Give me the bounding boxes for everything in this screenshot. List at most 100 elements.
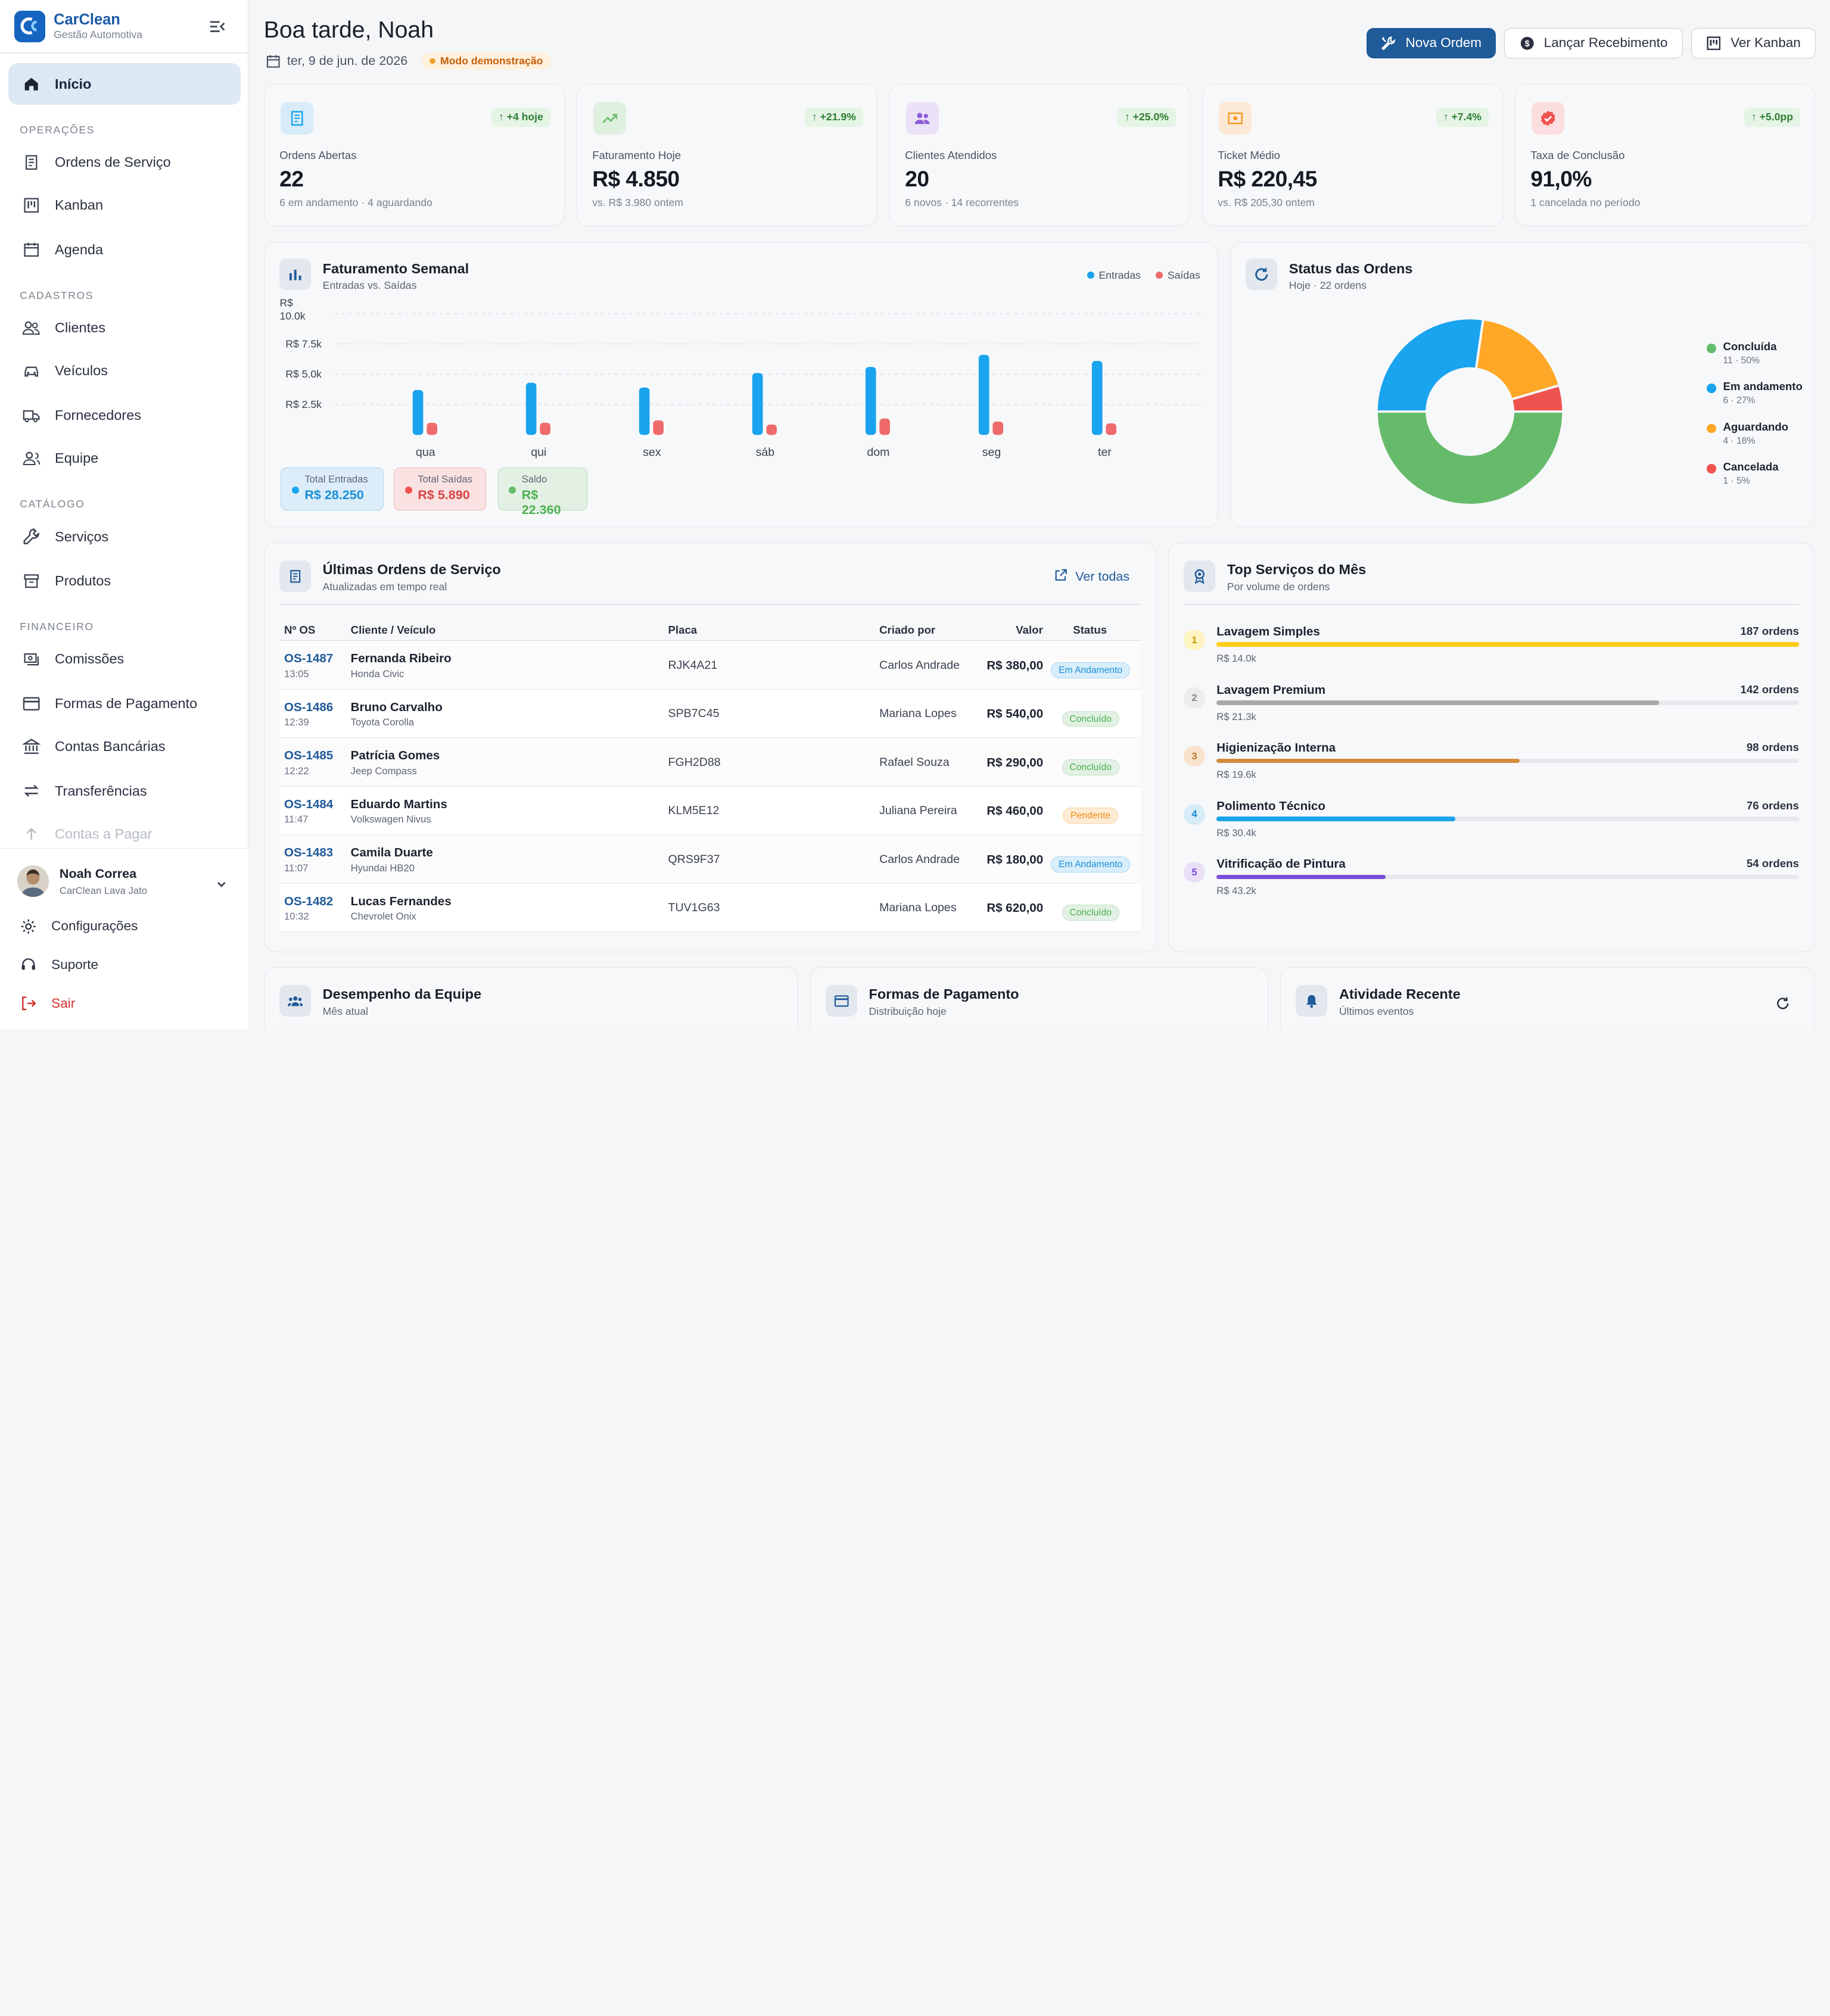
kpi-card-completion-rate[interactable]: ↑ +5.0pp Taxa de Conclusão 91,0% 1 cance… bbox=[1514, 84, 1815, 227]
section-title: Faturamento Semanal bbox=[322, 260, 469, 276]
sidebar-item-formas-pagamento[interactable]: Formas de Pagamento bbox=[8, 683, 241, 725]
service-item[interactable]: 2 Lavagem Premium 142 ordens R$ 21.3k bbox=[1184, 683, 1799, 739]
receipt-icon bbox=[281, 102, 313, 135]
divider bbox=[279, 603, 1141, 605]
kpi-card-revenue-today[interactable]: ↑ +21.9% Faturamento Hoje R$ 4.850 vs. R… bbox=[576, 84, 878, 227]
table-row[interactable]: OS-1485 12:22 Patrícia Gomes Jeep Compas… bbox=[279, 738, 1141, 787]
kpi-badge: ↑ +7.4% bbox=[1436, 108, 1489, 127]
client-name: Eduardo Martins bbox=[350, 797, 447, 811]
support-label: Suporte bbox=[51, 957, 99, 973]
service-item[interactable]: 5 Vitrificação de Pintura 54 ordens R$ 4… bbox=[1184, 857, 1799, 913]
sidebar-item-inicio[interactable]: Início bbox=[8, 63, 241, 105]
sidebar-item-produtos[interactable]: Produtos bbox=[8, 560, 241, 602]
brand[interactable]: CarClean Gestão Automotiva bbox=[14, 10, 142, 42]
bar-chart-icon bbox=[279, 258, 312, 290]
table-row[interactable]: OS-1482 10:32 Lucas Fernandes Chevrolet … bbox=[279, 883, 1141, 933]
service-revenue: R$ 30.4k bbox=[1216, 827, 1256, 839]
status-badge: Concluído bbox=[1062, 759, 1119, 775]
sidebar-item-fornecedores[interactable]: Fornecedores bbox=[8, 394, 241, 437]
avatar[interactable] bbox=[17, 865, 49, 897]
sidebar-item-label: Equipe bbox=[55, 450, 99, 466]
y-tick-label: 10.0k bbox=[279, 310, 305, 322]
kpi-card-clients-served[interactable]: ↑ +25.0% Clientes Atendidos 20 6 novos ·… bbox=[889, 84, 1191, 227]
x-tick-label: dom bbox=[867, 445, 889, 459]
sidebar-item-servicos[interactable]: Serviços bbox=[8, 516, 241, 558]
pie-slice-cancelada[interactable] bbox=[1510, 383, 1565, 413]
y-tick-label: R$ 5.0k bbox=[285, 368, 322, 380]
sidebar-item-comissoes[interactable]: Comissões bbox=[8, 638, 241, 681]
service-item[interactable]: 3 Higienização Interna 98 ordens R$ 19.6… bbox=[1184, 741, 1799, 797]
order-id[interactable]: OS-1484 bbox=[284, 797, 334, 811]
service-progress-fill bbox=[1216, 817, 1456, 821]
status-badge: Pendente bbox=[1063, 808, 1118, 824]
kpi-label: Taxa de Conclusão bbox=[1530, 148, 1625, 161]
sidebar-item-label: Produtos bbox=[55, 573, 111, 589]
sidebar-item-label: Contas Bancárias bbox=[55, 739, 166, 755]
table-body: OS-1487 13:05 Fernanda Ribeiro Honda Civ… bbox=[279, 641, 1141, 933]
sidebar-item-label: Comissões bbox=[55, 651, 125, 667]
svg-text:$: $ bbox=[1524, 39, 1529, 49]
sidebar-item-clientes[interactable]: Clientes bbox=[8, 307, 241, 349]
user-panel: Noah Correa CarClean Lava Jato Configura… bbox=[0, 848, 249, 1029]
sidebar-item-equipe[interactable]: Equipe bbox=[8, 438, 241, 480]
collapse-sidebar-icon[interactable] bbox=[208, 17, 226, 36]
top-services-card: Top Serviços do Mês Por volume de ordens… bbox=[1168, 542, 1815, 952]
logout-icon bbox=[20, 995, 37, 1012]
status-badge: Concluído bbox=[1062, 711, 1119, 727]
chevron-down-icon[interactable] bbox=[214, 874, 229, 889]
sidebar-item-contas-pagar[interactable]: Contas a Pagar bbox=[8, 813, 241, 855]
sidebar-item-transferencias[interactable]: Transferências bbox=[8, 770, 241, 812]
new-order-button[interactable]: Nova Ordem bbox=[1366, 28, 1496, 58]
logout-link[interactable]: Sair bbox=[20, 995, 75, 1012]
refresh-icon[interactable] bbox=[1776, 993, 1790, 1015]
support-link[interactable]: Suporte bbox=[20, 956, 98, 973]
order-id[interactable]: OS-1483 bbox=[284, 846, 334, 860]
x-tick-label: sáb bbox=[755, 445, 774, 459]
settings-link[interactable]: Configurações bbox=[20, 918, 138, 935]
table-row[interactable]: OS-1484 11:47 Eduardo Martins Volkswagen… bbox=[279, 786, 1141, 836]
kpi-card-avg-ticket[interactable]: ↑ +7.4% Ticket Médio R$ 220,45 vs. R$ 20… bbox=[1202, 84, 1504, 227]
service-progress-track bbox=[1216, 700, 1799, 705]
user-name: Noah Correa bbox=[59, 866, 137, 881]
service-count: 98 ordens bbox=[1746, 741, 1799, 754]
section-title: Top Serviços do Mês bbox=[1227, 562, 1367, 578]
sidebar-item-kanban[interactable]: Kanban bbox=[8, 185, 241, 227]
bar-entradas bbox=[978, 354, 989, 435]
kanban-icon bbox=[22, 196, 41, 214]
order-value: R$ 180,00 bbox=[986, 852, 1044, 867]
table-row[interactable]: OS-1487 13:05 Fernanda Ribeiro Honda Civ… bbox=[279, 641, 1141, 690]
service-item[interactable]: 1 Lavagem Simples 187 ordens R$ 14.0k bbox=[1184, 625, 1799, 681]
team-icon bbox=[22, 449, 41, 468]
post-receipt-button[interactable]: $ Lançar Recebimento bbox=[1504, 28, 1683, 58]
order-id[interactable]: OS-1482 bbox=[284, 894, 334, 908]
sidebar: CarClean Gestão Automotiva Início OPERAÇ… bbox=[0, 0, 249, 1029]
latest-orders-card: Últimas Ordens de Serviço Atualizadas em… bbox=[263, 542, 1157, 952]
view-all-link[interactable]: Ver todas bbox=[1054, 569, 1129, 585]
table-row[interactable]: OS-1483 11:07 Camila Duarte Hyundai HB20… bbox=[279, 835, 1141, 884]
service-item[interactable]: 4 Polimento Técnico 76 ordens R$ 30.4k bbox=[1184, 799, 1799, 855]
x-tick-label: ter bbox=[1098, 445, 1112, 459]
dollar-circle-icon: $ bbox=[1520, 36, 1535, 51]
pie-slice-concluída[interactable] bbox=[1375, 410, 1565, 506]
kpi-badge: ↑ +5.0pp bbox=[1744, 108, 1800, 127]
weekly-revenue-card: Faturamento Semanal Entradas vs. Saídas … bbox=[263, 241, 1219, 528]
kpi-card-open-orders[interactable]: ↑ +4 hoje Ordens Abertas 22 6 em andamen… bbox=[263, 84, 565, 227]
sidebar-item-contas-bancarias[interactable]: Contas Bancárias bbox=[8, 725, 241, 768]
orders-table: Nº OS Cliente / Veículo Placa Criado por… bbox=[279, 615, 1141, 933]
client-name: Fernanda Ribeiro bbox=[350, 652, 452, 666]
pie-slice-em-andamento[interactable] bbox=[1375, 316, 1484, 413]
legend-item-cancelada: Cancelada 1 · 5% bbox=[1707, 460, 1803, 487]
pie-slice-aguardando[interactable] bbox=[1474, 317, 1561, 401]
sidebar-item-agenda[interactable]: Agenda bbox=[8, 229, 241, 271]
sidebar-item-ordens[interactable]: Ordens de Serviço bbox=[8, 141, 241, 183]
sidebar-item-veiculos[interactable]: Veículos bbox=[8, 350, 241, 392]
order-id[interactable]: OS-1486 bbox=[284, 700, 334, 714]
order-id[interactable]: OS-1487 bbox=[284, 652, 334, 666]
view-kanban-button[interactable]: Ver Kanban bbox=[1691, 28, 1816, 58]
legend-item-aguardando: Aguardando 4 · 18% bbox=[1707, 420, 1803, 447]
order-id[interactable]: OS-1485 bbox=[284, 749, 334, 763]
brand-name: CarClean bbox=[54, 11, 120, 28]
table-row[interactable]: OS-1486 12:39 Bruno Carvalho Toyota Coro… bbox=[279, 689, 1141, 739]
bar-saidas bbox=[879, 418, 890, 435]
order-value: R$ 540,00 bbox=[986, 707, 1044, 721]
